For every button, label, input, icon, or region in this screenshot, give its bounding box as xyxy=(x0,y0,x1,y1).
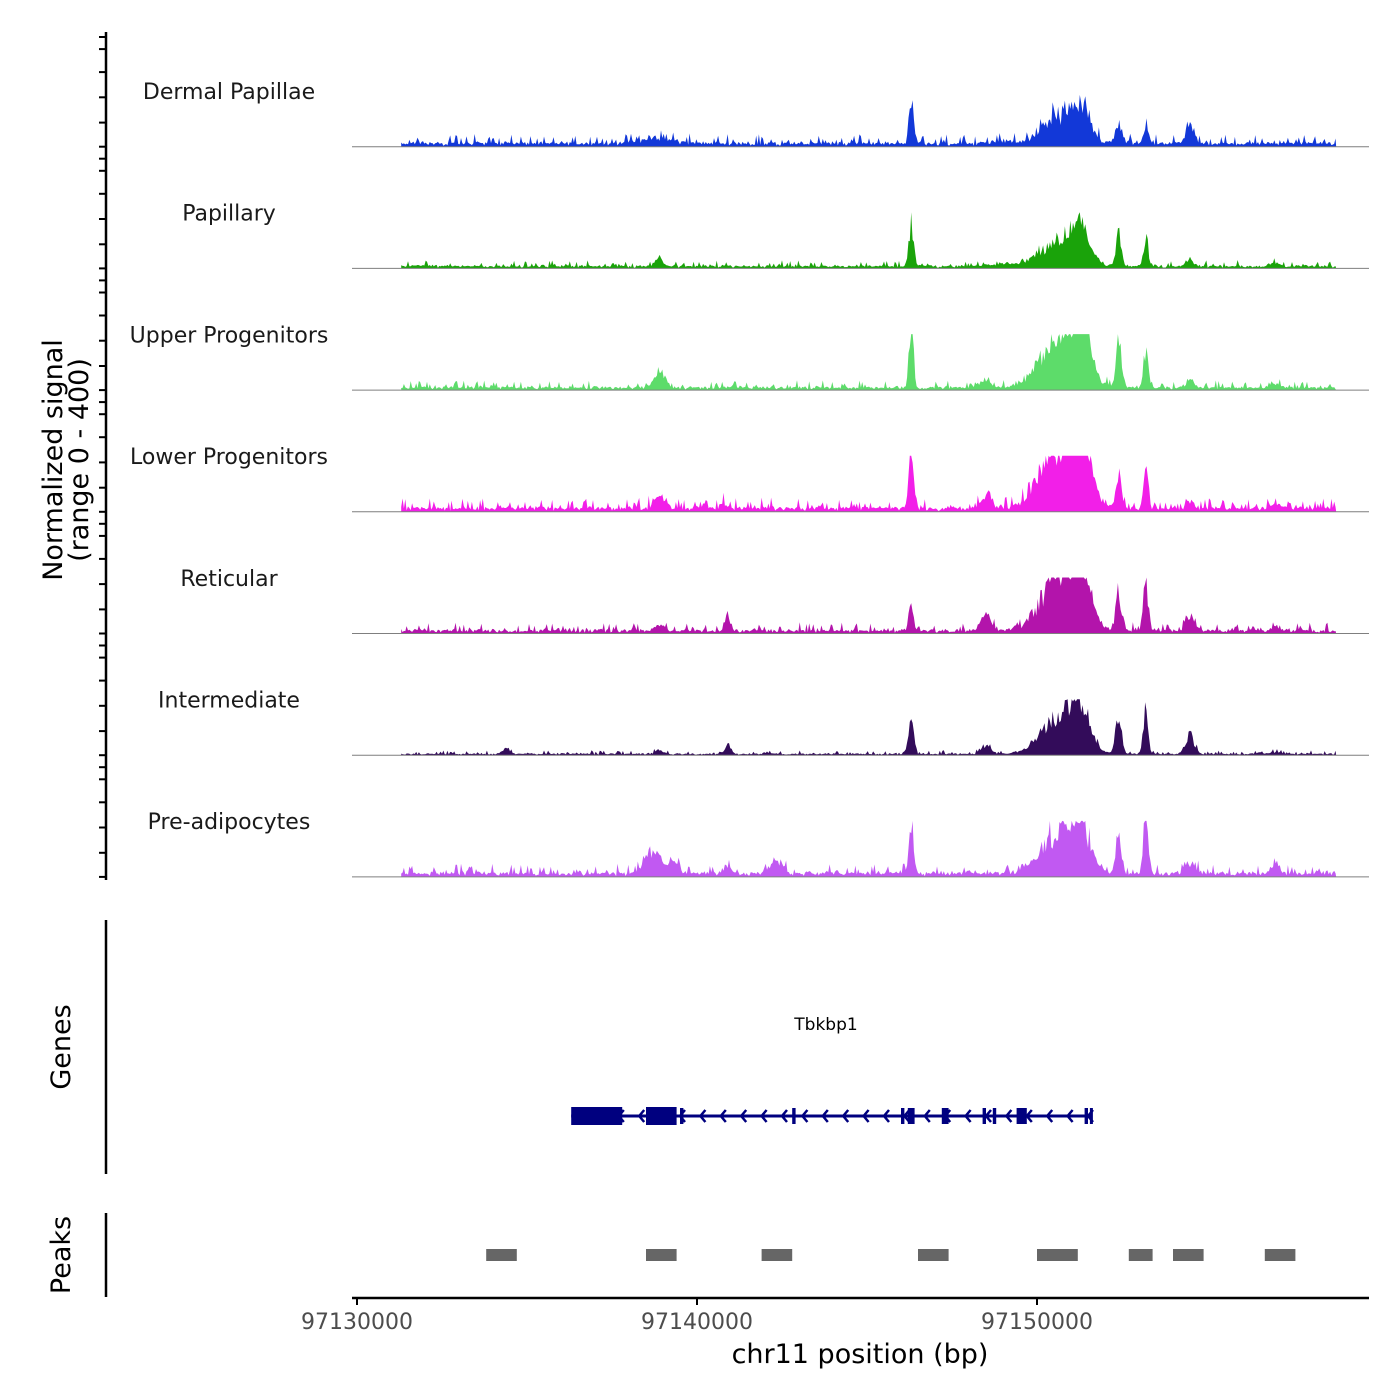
track-upper-progenitors: Upper Progenitors xyxy=(130,323,1369,391)
peak-region xyxy=(1128,1249,1153,1261)
genes-axis-title: Genes xyxy=(46,1004,77,1089)
x-axis-tick-label: 97150000 xyxy=(981,1310,1093,1335)
track-lower-progenitors: Lower Progenitors xyxy=(130,445,1369,513)
gene-exon xyxy=(992,1108,997,1124)
gene-strand-arrow xyxy=(882,1109,890,1123)
gene-strand-arrow xyxy=(637,1109,646,1123)
coverage-tracks: Dermal Papillae Papillary Upper Progenitor… xyxy=(130,80,1369,878)
track-signal-area xyxy=(401,94,1337,147)
x-axis-title: chr11 position (bp) xyxy=(732,1339,989,1370)
x-axis-tick-label: 97140000 xyxy=(641,1310,753,1335)
peak-region xyxy=(486,1249,517,1261)
coverage-axis-title: Normalized signal (range 0 - 400) xyxy=(38,339,95,581)
gene-label: Tbkbp1 xyxy=(793,1015,857,1035)
peak-region xyxy=(646,1249,677,1261)
gene-strand-arrow xyxy=(841,1109,850,1123)
gene-strand-arrow xyxy=(1065,1109,1074,1123)
track-signal-area xyxy=(401,455,1337,512)
gene-strand-arrow xyxy=(821,1109,829,1123)
track-papillary: Papillary xyxy=(182,202,1369,269)
gene-exon xyxy=(901,1108,905,1124)
gene-exon xyxy=(982,1108,986,1124)
gene-strand-arrow xyxy=(963,1109,972,1123)
track-label: Upper Progenitors xyxy=(130,323,329,348)
track-signal-area xyxy=(401,820,1337,877)
gene-strand-arrow xyxy=(739,1109,748,1123)
track-label: Intermediate xyxy=(158,689,300,714)
gene-strand-arrow xyxy=(1045,1109,1054,1123)
track-intermediate: Intermediate xyxy=(158,689,1369,756)
gene-strand-arrow xyxy=(759,1109,768,1123)
track-signal-area xyxy=(401,212,1337,269)
x-axis-tick-label: 97130000 xyxy=(301,1310,413,1335)
peak-region xyxy=(918,1249,949,1261)
coverage-axis-title-line1: Normalized signal xyxy=(38,339,69,581)
gene-exon xyxy=(941,1108,949,1124)
peak-region xyxy=(1173,1249,1204,1261)
gene-strand-arrow xyxy=(719,1109,727,1123)
gene-exon xyxy=(1016,1108,1027,1124)
track-signal-area xyxy=(401,334,1337,391)
gene-strand-arrow xyxy=(861,1109,870,1123)
gene-strand-arrow xyxy=(698,1109,707,1123)
peak-region xyxy=(1037,1249,1078,1261)
gene-exon xyxy=(907,1108,915,1124)
gene-exon xyxy=(792,1108,796,1124)
track-label: Lower Progenitors xyxy=(130,445,328,470)
coverage-axis xyxy=(99,32,108,880)
track-signal-area xyxy=(401,699,1337,756)
peak-region xyxy=(761,1249,793,1261)
track-pre-adipocytes: Pre-adipocytes xyxy=(148,810,1369,878)
x-axis: 97130000 97140000 97150000 xyxy=(301,1298,1093,1335)
gene-strand-arrow xyxy=(800,1109,809,1123)
track-label: Pre-adipocytes xyxy=(148,810,311,835)
gene-exon xyxy=(1084,1108,1088,1124)
track-label: Papillary xyxy=(182,202,276,227)
gene-strand-arrow xyxy=(780,1109,788,1123)
track-label: Dermal Papillae xyxy=(143,80,315,105)
gene-exon xyxy=(646,1107,677,1125)
gene-strand-arrow xyxy=(923,1109,931,1123)
track-label: Reticular xyxy=(180,567,278,592)
track-signal-area xyxy=(401,577,1337,634)
peak-regions xyxy=(486,1249,1296,1261)
coverage-axis-title-line2: (range 0 - 400) xyxy=(64,358,95,562)
gene-exon xyxy=(680,1108,684,1124)
gene-strand-arrow xyxy=(1025,1109,1033,1123)
track-dermal-papillae: Dermal Papillae xyxy=(143,80,1369,148)
gene-strand-arrow xyxy=(1004,1109,1013,1123)
peak-region xyxy=(1264,1249,1296,1261)
gene-exon xyxy=(571,1107,623,1125)
gene-model xyxy=(571,1107,1094,1125)
peaks-axis-title: Peaks xyxy=(46,1216,77,1294)
track-reticular: Reticular xyxy=(180,567,1369,634)
